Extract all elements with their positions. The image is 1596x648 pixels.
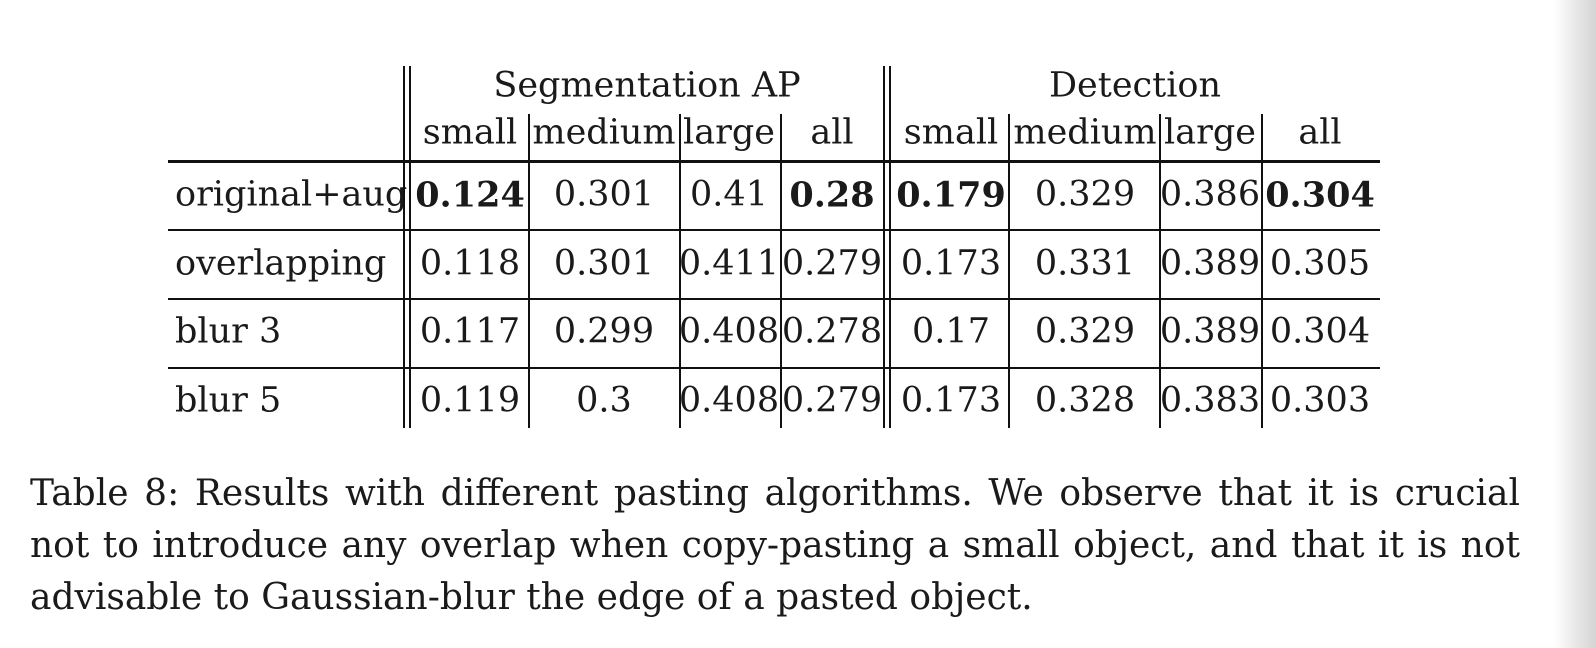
table-cell: 0.304 — [1265, 174, 1375, 216]
column-header: all — [1298, 112, 1342, 153]
table-cell: 0.383 — [1159, 380, 1261, 421]
table-cell: 0.117 — [419, 311, 521, 352]
table-cell: 0.303 — [1269, 380, 1371, 421]
table-vrule — [780, 114, 782, 428]
table-cell: 0.299 — [553, 311, 655, 352]
table-cell: 0.118 — [419, 243, 521, 284]
table-cell: 0.119 — [419, 380, 521, 421]
table-cell: 0.301 — [553, 174, 655, 215]
table-cell: 0.173 — [900, 243, 1002, 284]
table-vrule — [889, 66, 891, 428]
table-cell: 0.389 — [1159, 311, 1261, 352]
table-rule — [168, 160, 1380, 163]
table-cell: 0.408 — [678, 311, 780, 352]
table-vrule — [1261, 114, 1263, 428]
table-cell: 0.386 — [1159, 174, 1261, 215]
table-cell: 0.328 — [1034, 380, 1136, 421]
row-label: overlapping — [175, 243, 387, 284]
table-rule — [168, 229, 1380, 231]
table-cell: 0.411 — [678, 243, 780, 284]
column-header: medium — [532, 112, 676, 153]
table-vrule — [679, 114, 681, 428]
table-cell: 0.329 — [1034, 311, 1136, 352]
column-header: medium — [1013, 112, 1157, 153]
row-label: blur 5 — [175, 380, 282, 421]
table-cell: 0.3 — [576, 380, 632, 421]
table-cell: 0.124 — [415, 174, 525, 216]
results-table: Segmentation AP Detection small medium large… — [168, 65, 1380, 428]
table-cell: 0.279 — [781, 243, 883, 284]
column-header: large — [683, 112, 775, 153]
table-cell: 0.17 — [912, 311, 990, 352]
table-vrule — [528, 114, 530, 428]
column-header: small — [903, 112, 999, 153]
table-cell: 0.301 — [553, 243, 655, 284]
table-cell: 0.41 — [690, 174, 768, 215]
table-cell: 0.329 — [1034, 174, 1136, 215]
table-cell: 0.408 — [678, 380, 780, 421]
table-cell: 0.331 — [1034, 243, 1136, 284]
table-vrule — [1159, 114, 1161, 428]
column-header: large — [1164, 112, 1256, 153]
table-vrule — [409, 66, 411, 428]
table-cell: 0.279 — [781, 380, 883, 421]
row-label: blur 3 — [175, 311, 282, 352]
table-vrule — [883, 66, 885, 428]
table-rule — [168, 298, 1380, 300]
table-cell: 0.305 — [1269, 243, 1371, 284]
table-vrule — [403, 66, 405, 428]
group-header: Detection — [1048, 65, 1222, 106]
group-header: Segmentation AP — [493, 65, 801, 106]
table-cell: 0.304 — [1269, 311, 1371, 352]
table-cell: 0.389 — [1159, 243, 1261, 284]
table-caption: Table 8: Results with different pasting … — [30, 473, 1520, 618]
table-cell: 0.173 — [900, 380, 1002, 421]
table-cell: 0.179 — [896, 174, 1006, 216]
row-label: original+aug — [175, 174, 408, 215]
page-edge-shadow — [1554, 0, 1596, 648]
table-rule — [168, 367, 1380, 369]
table-cell: 0.278 — [781, 311, 883, 352]
column-header: small — [422, 112, 518, 153]
table-vrule — [1008, 114, 1010, 428]
column-header: all — [810, 112, 854, 153]
table-cell: 0.28 — [789, 174, 875, 216]
